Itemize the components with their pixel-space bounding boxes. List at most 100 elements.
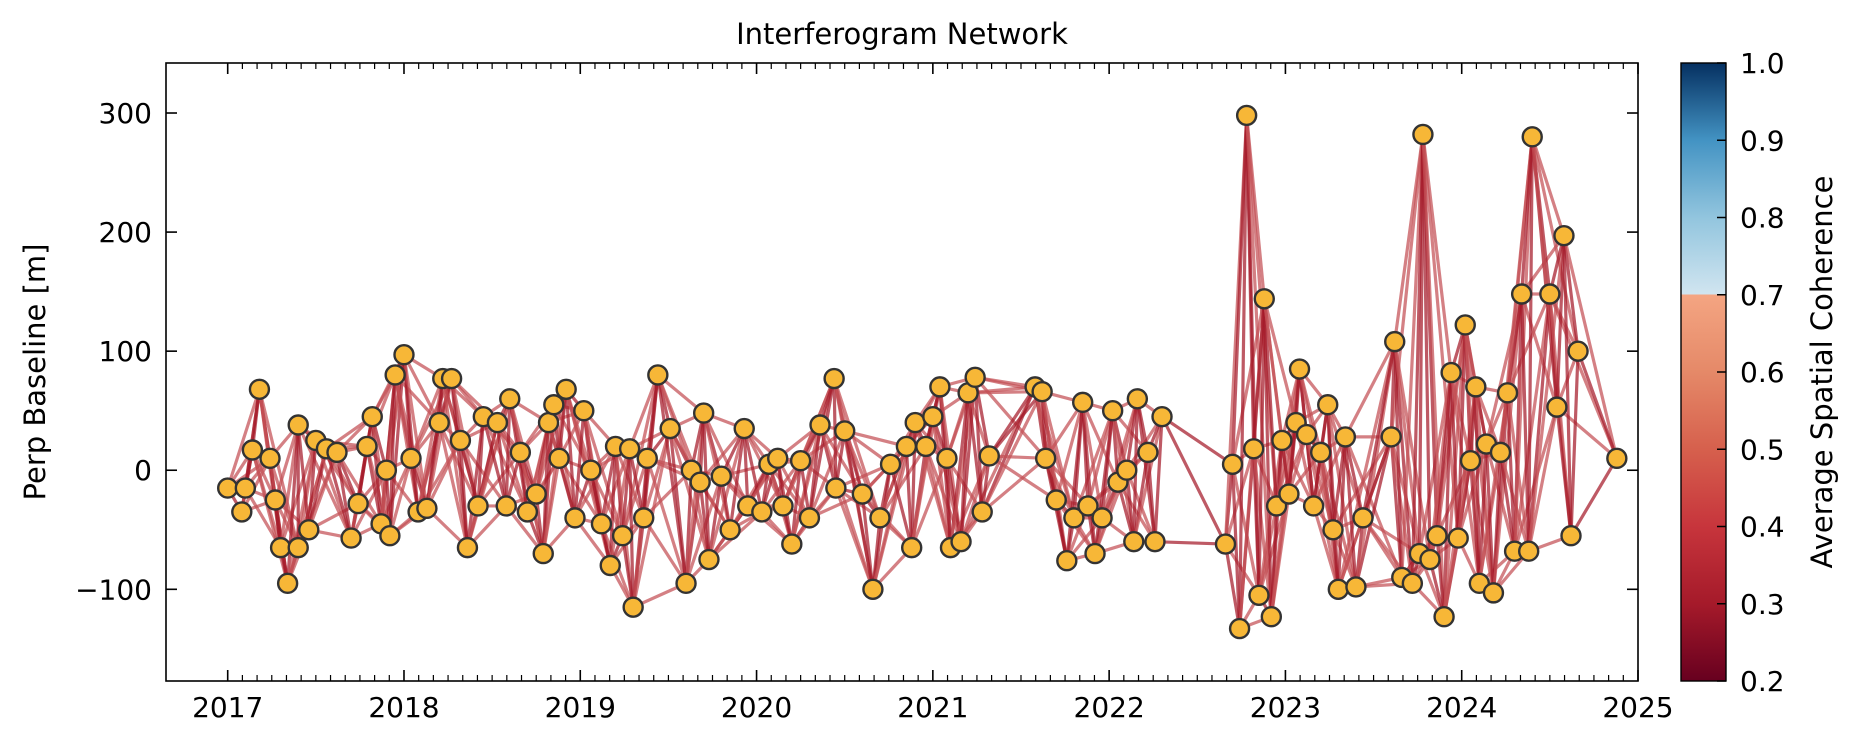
acquisition-point: [548, 447, 570, 470]
acquisition-point: [590, 513, 613, 535]
interferogram-edge: [1354, 435, 1393, 589]
acquisition-point: [1433, 605, 1455, 628]
acquisition-point: [789, 450, 812, 472]
interferogram-edge: [980, 456, 1048, 514]
acquisition-point: [1271, 429, 1293, 452]
acquisition-point: [287, 414, 309, 436]
interferogram-edge: [1262, 297, 1273, 619]
acquisition-point: [1228, 617, 1251, 640]
interferogram-edge: [335, 450, 353, 540]
acquisition-point: [1126, 388, 1149, 410]
interferogram-edge: [1230, 297, 1266, 466]
acquisition-point: [1539, 283, 1561, 305]
interferogram-edge: [1160, 415, 1228, 546]
acquisition-point: [1419, 548, 1441, 571]
interferogram-edge: [296, 423, 311, 532]
interferogram-edge: [980, 390, 1044, 514]
acquisition-point: [1288, 358, 1311, 380]
interferogram-edge: [888, 462, 914, 550]
x-tick-label: 2025: [1602, 691, 1673, 724]
acquisition-point: [1045, 489, 1067, 511]
interferogram-edge: [728, 426, 746, 532]
acquisition-point: [326, 441, 348, 464]
interferogram-edge: [1512, 292, 1552, 553]
acquisition-point: [1071, 391, 1094, 414]
acquisition-point: [580, 459, 602, 481]
acquisition-point: [1309, 441, 1332, 464]
acquisition-point: [1077, 495, 1099, 517]
interferogram-edge: [628, 373, 660, 451]
acquisition-point: [633, 507, 655, 529]
y-tick-label: 200: [99, 216, 152, 249]
interferogram-edge: [1262, 297, 1279, 508]
interferogram-edge: [645, 456, 688, 585]
acquisition-point: [869, 507, 891, 529]
acquisition-point: [1137, 441, 1159, 464]
interferogram-edge: [599, 447, 632, 526]
interferogram-edge: [1530, 135, 1580, 353]
acquisition-point: [1091, 507, 1113, 529]
interferogram-edge: [1527, 135, 1534, 553]
interferogram-edge: [1280, 438, 1316, 508]
interferogram-edge: [973, 375, 984, 514]
acquisition-point: [915, 435, 937, 458]
interferogram-edge: [388, 456, 413, 538]
interferogram-edge: [1100, 409, 1115, 520]
interferogram-edge: [458, 438, 508, 508]
interferogram-edge: [702, 411, 750, 508]
interferogram-edge: [564, 387, 577, 520]
interferogram-edge: [481, 415, 529, 514]
interferogram-edge: [1072, 400, 1085, 520]
acquisition-point: [525, 483, 547, 505]
acquisition-point: [499, 388, 521, 410]
acquisition-point: [1260, 605, 1283, 628]
interferogram-edge: [924, 444, 953, 550]
acquisition-point: [573, 399, 595, 422]
interferogram-edge: [642, 516, 688, 585]
acquisition-point: [1056, 550, 1078, 572]
y-tick-label: 100: [99, 335, 152, 368]
acquisition-point: [1278, 483, 1300, 505]
acquisition-point: [1295, 423, 1318, 446]
interferogram-edge: [286, 423, 300, 585]
interferogram-edge: [1336, 340, 1397, 591]
interferogram-edge: [226, 387, 262, 490]
interferogram-edge: [742, 426, 764, 514]
interferogram-edge: [458, 438, 470, 550]
acquisition-point: [298, 519, 320, 541]
interferogram-edge: [1393, 132, 1425, 344]
acquisition-point: [1567, 340, 1589, 362]
interferogram-edge: [324, 447, 353, 540]
interferogram-edge: [1400, 132, 1425, 580]
interferogram-edge: [987, 454, 1058, 502]
interferogram-edge: [860, 492, 875, 591]
acquisition-point: [1440, 361, 1462, 384]
acquisition-point: [1352, 507, 1374, 529]
interferogram-edge: [878, 444, 928, 520]
acquisition-point: [241, 439, 264, 461]
interferogram-edge: [1361, 435, 1393, 520]
acquisition-point: [1454, 314, 1476, 336]
interferogram-edge: [1417, 132, 1425, 556]
colorbar-tick-label: 0.9: [1740, 124, 1785, 157]
interferogram-edge: [1160, 415, 1235, 466]
x-tick-label: 2020: [721, 691, 792, 724]
y-tick-label: −100: [75, 573, 152, 606]
acquisition-point: [851, 483, 874, 505]
interferogram-edge: [807, 429, 847, 520]
acquisition-point: [1322, 519, 1344, 541]
acquisition-point: [356, 435, 378, 458]
acquisition-point: [1221, 453, 1244, 475]
acquisition-point: [416, 497, 438, 520]
y-axis-label: Perp Baseline [m]: [18, 244, 52, 501]
acquisition-point: [978, 445, 1000, 467]
acquisition-point: [1101, 399, 1124, 422]
acquisition-point: [449, 429, 472, 452]
acquisition-point: [692, 402, 715, 424]
y-tick-label: 0: [134, 454, 152, 487]
interferogram-edge: [1343, 435, 1358, 589]
interferogram-edge: [1393, 340, 1414, 585]
interferogram-edge: [1146, 450, 1157, 544]
interferogram-edge: [1040, 390, 1076, 520]
acquisition-point: [647, 364, 669, 386]
